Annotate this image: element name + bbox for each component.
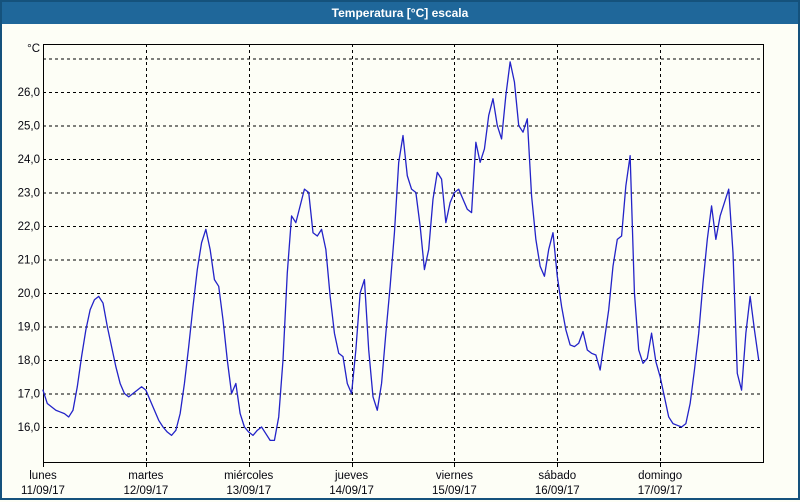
day-name-label: martes	[128, 470, 163, 482]
temperature-line	[42, 61, 760, 442]
day-name-label: jueves	[334, 470, 368, 482]
day-date-label: 11/09/17	[21, 485, 65, 497]
y-tick-label: 23,0	[18, 188, 40, 200]
day-name-label: viernes	[436, 470, 473, 482]
y-tick-label: 20,0	[18, 288, 40, 300]
day-name-label: lunes	[29, 470, 57, 482]
y-tick-label: 24,0	[18, 154, 40, 166]
x-gridlines	[146, 44, 661, 462]
window-title: Temperatura [°C] escala	[331, 6, 469, 20]
title-bar: Temperatura [°C] escala	[2, 2, 798, 24]
y-tick-label: 21,0	[18, 255, 40, 267]
plot-frame	[43, 44, 764, 463]
y-tick-label: 26,0	[18, 87, 40, 99]
y-axis-labels: °C 16,0 17,0 18,0 19,0 20,0 21,0 22,0 23,0 24,0 25…	[18, 43, 40, 434]
y-tick-label: 22,0	[18, 221, 40, 233]
y-tick-label: 18,0	[18, 355, 40, 367]
y-axis-unit-label: °C	[27, 43, 40, 55]
day-name-label: domingo	[638, 470, 682, 482]
y-tick-label: 19,0	[18, 322, 40, 334]
day-date-label: 14/09/17	[329, 485, 374, 497]
y-tick-label: 16,0	[18, 422, 40, 434]
y-gridlines	[43, 58, 763, 428]
y-tick-label: 17,0	[18, 389, 40, 401]
day-date-label: 12/09/17	[123, 485, 168, 497]
day-date-label: 15/09/17	[432, 485, 477, 497]
day-name-label: sábado	[538, 470, 576, 482]
day-date-label: 16/09/17	[535, 485, 580, 497]
y-tick-label: 25,0	[18, 121, 40, 133]
day-name-label: miércoles	[224, 470, 273, 482]
x-axis-labels: lunes 11/09/17 martes 12/09/17 miércoles 13/0…	[21, 470, 682, 497]
day-date-label: 17/09/17	[638, 485, 683, 497]
day-date-label: 13/09/17	[226, 485, 271, 497]
